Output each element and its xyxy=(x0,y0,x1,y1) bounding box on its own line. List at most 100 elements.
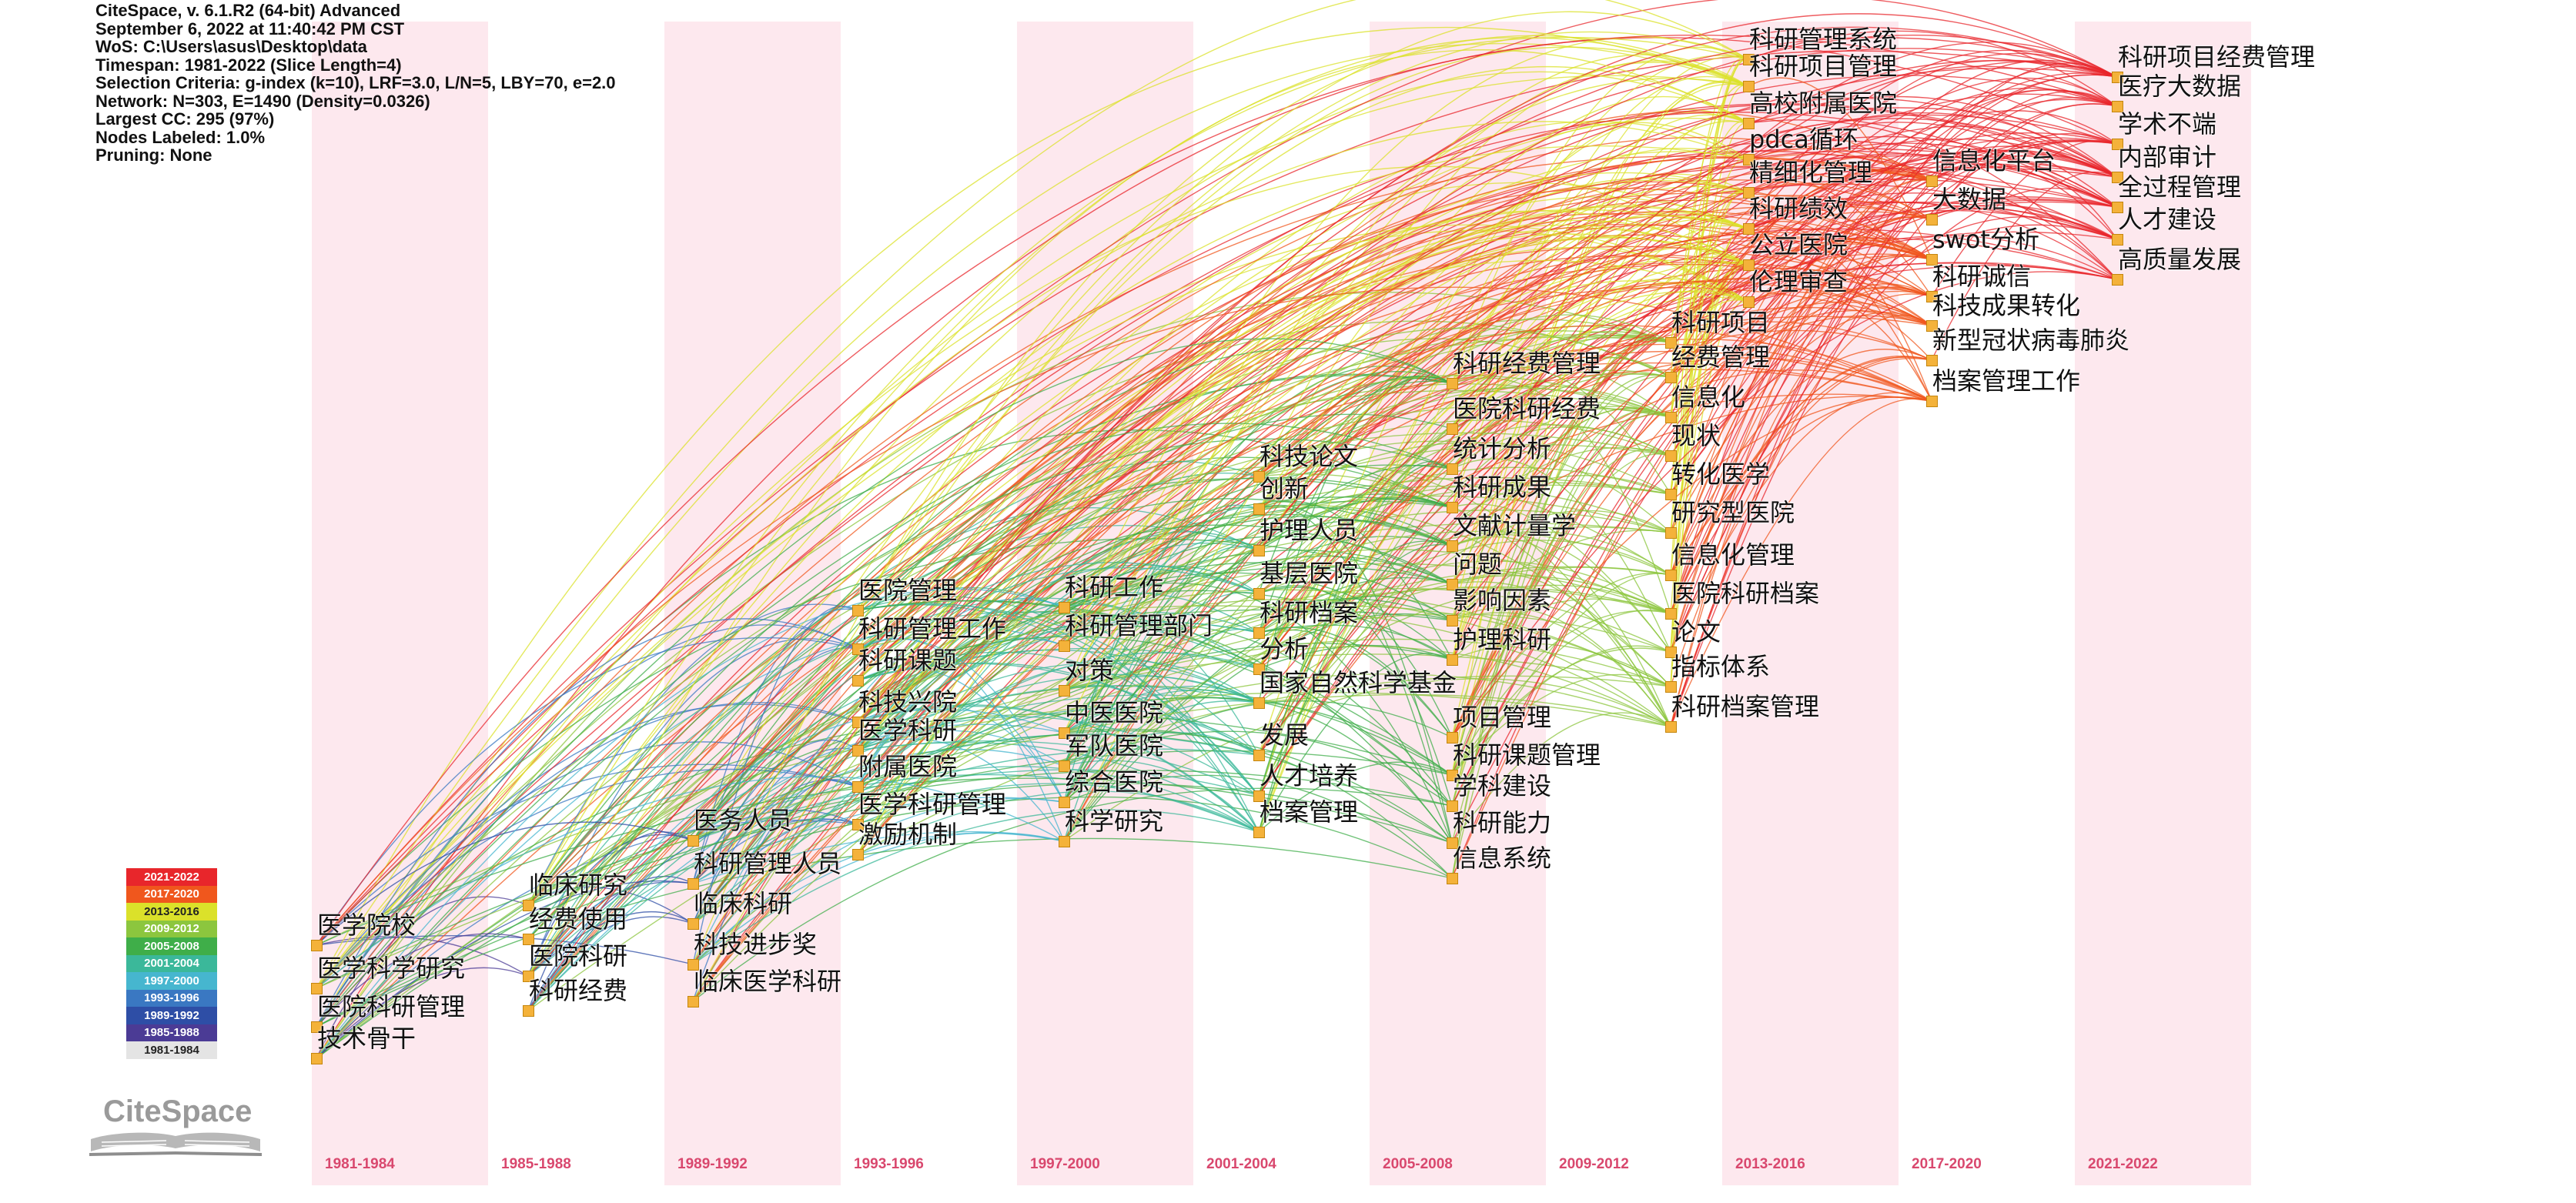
legend-entry: 2005-2008 xyxy=(126,937,217,955)
link-curve xyxy=(1063,730,1453,807)
node-label: 研究型医院 xyxy=(1671,498,1795,527)
link-curve xyxy=(1451,201,2118,384)
node-marker xyxy=(852,745,864,757)
link-curve xyxy=(1451,265,2118,429)
node-label: 转化医学 xyxy=(1671,459,1771,489)
link-curve xyxy=(1063,408,1671,691)
link-curve xyxy=(1748,147,1932,182)
node-marker xyxy=(2112,101,2123,112)
link-curve xyxy=(1670,154,2118,495)
legend-entry: 1993-1996 xyxy=(126,989,217,1007)
link-curve xyxy=(1451,612,1671,727)
link-curve xyxy=(1063,195,1932,691)
link-curve xyxy=(1063,373,1671,842)
link-curve xyxy=(1258,149,2118,756)
link-curve xyxy=(316,598,1671,1059)
legend-entry: 1981-1984 xyxy=(126,1041,217,1059)
node-marker xyxy=(1665,681,1677,693)
period-label: 1989-1992 xyxy=(677,1156,748,1172)
link-curve xyxy=(1063,678,1671,842)
link-curve xyxy=(1748,95,2118,178)
node-marker xyxy=(1926,355,1938,366)
link-curve xyxy=(1670,170,1932,378)
link-curve xyxy=(857,531,1260,787)
link-curve xyxy=(857,182,1749,650)
link-curve xyxy=(1063,596,1453,842)
node-label: 临床科研 xyxy=(694,889,793,918)
node-label: 科研诚信 xyxy=(1932,262,2032,291)
link-curve xyxy=(316,776,1065,989)
link-curve xyxy=(857,485,1671,855)
node-label: 科技论文 xyxy=(1260,442,1359,471)
link-curve xyxy=(1063,583,1453,844)
link-curve xyxy=(1258,506,1453,844)
node-marker xyxy=(1743,296,1755,308)
link-curve xyxy=(692,797,1065,884)
link-curve xyxy=(1063,54,1749,733)
node-marker xyxy=(2112,234,2123,246)
link-curve xyxy=(316,26,1749,989)
node-marker xyxy=(1253,503,1265,515)
node-marker xyxy=(1059,685,1070,697)
link-curve xyxy=(1258,331,1671,797)
node-marker xyxy=(1926,254,1938,266)
info-line: Timespan: 1981-2022 (Slice Length=4) xyxy=(95,55,402,75)
link-curve xyxy=(857,716,1260,797)
node-label: 临床医学科研 xyxy=(694,967,842,996)
link-curve xyxy=(1451,42,2118,508)
link-curve xyxy=(316,37,2118,1059)
node-label: 科研项目管理 xyxy=(1749,52,1898,81)
period-label: 1997-2000 xyxy=(1030,1156,1100,1172)
link-curve xyxy=(1063,464,1453,803)
link-curve xyxy=(316,0,2118,946)
info-line: September 6, 2022 at 11:40:42 PM CST xyxy=(95,18,405,38)
link-curve xyxy=(1670,216,1932,727)
link-curve xyxy=(316,703,858,1028)
link-curve xyxy=(316,538,1453,946)
link-curve xyxy=(1258,627,1453,738)
link-curve xyxy=(1748,201,2118,280)
link-curve xyxy=(692,779,858,1002)
link-curve xyxy=(1258,329,1932,633)
link-curve xyxy=(1670,392,1932,653)
link-curve xyxy=(857,65,1749,611)
link-curve xyxy=(857,387,1671,825)
link-curve xyxy=(1063,572,1453,660)
link-curve xyxy=(527,783,1453,906)
link-curve xyxy=(1258,314,1671,510)
link-curve xyxy=(1670,264,1749,653)
link-curve xyxy=(527,708,1065,1011)
link-curve xyxy=(1670,283,1932,533)
node-marker xyxy=(1743,259,1755,271)
link-curve xyxy=(1451,74,2118,844)
link-curve xyxy=(1451,231,2118,470)
link-curve xyxy=(1670,256,1932,576)
link-curve xyxy=(857,673,1260,751)
node-label: 科研管理人员 xyxy=(694,849,842,878)
link-curve xyxy=(692,373,1453,841)
link-curve xyxy=(1063,598,1453,767)
node-marker xyxy=(1665,372,1677,383)
node-label: 医学科研管理 xyxy=(858,790,1007,819)
node-label: 创新 xyxy=(1260,474,1310,503)
link-curve xyxy=(1451,645,1671,776)
link-curve xyxy=(857,603,1260,797)
link-curve xyxy=(1258,585,1453,807)
link-curve xyxy=(316,112,2118,946)
node-label: 军队医院 xyxy=(1065,731,1164,760)
link-curve xyxy=(857,205,1932,855)
period-label: 2021-2022 xyxy=(2088,1156,2158,1172)
node-marker xyxy=(1665,489,1677,500)
link-curve xyxy=(1670,398,1932,727)
link-curve xyxy=(1670,262,1749,495)
link-curve xyxy=(1258,182,1932,756)
node-marker xyxy=(523,900,534,911)
link-curve xyxy=(1670,191,1749,343)
link-curve xyxy=(1063,319,1671,608)
link-curve xyxy=(857,621,1260,751)
node-marker xyxy=(1447,873,1458,884)
link-curve xyxy=(1451,204,2118,807)
link-curve xyxy=(1451,366,1671,495)
link-curve xyxy=(527,603,858,906)
link-curve xyxy=(1258,114,1749,833)
